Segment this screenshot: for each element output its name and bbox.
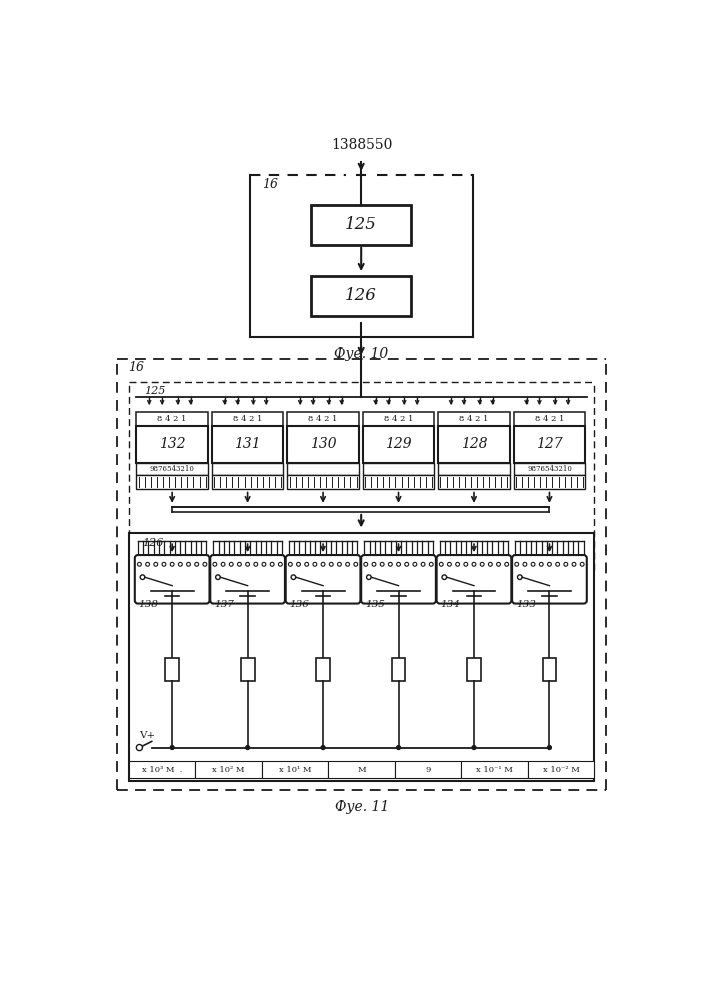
Bar bbox=[462, 761, 528, 778]
Bar bbox=[136, 412, 208, 426]
Text: x 10² М: x 10² М bbox=[212, 766, 245, 774]
Text: 9876543210: 9876543210 bbox=[527, 465, 572, 473]
Text: 8 4 2 1: 8 4 2 1 bbox=[460, 415, 489, 423]
Bar bbox=[240, 658, 255, 681]
Text: 9: 9 bbox=[426, 766, 431, 774]
Text: 136: 136 bbox=[290, 600, 310, 609]
Bar bbox=[514, 426, 585, 463]
Bar bbox=[287, 463, 359, 475]
Text: 8 4 2 1: 8 4 2 1 bbox=[384, 415, 413, 423]
Text: x 10⁻¹ М: x 10⁻¹ М bbox=[477, 766, 513, 774]
FancyBboxPatch shape bbox=[135, 555, 209, 604]
FancyBboxPatch shape bbox=[512, 555, 587, 604]
Text: Фуе. 11: Фуе. 11 bbox=[335, 800, 389, 814]
Bar bbox=[136, 426, 208, 463]
Bar bbox=[438, 426, 510, 463]
Bar bbox=[514, 463, 585, 475]
Text: М: М bbox=[357, 766, 366, 774]
Circle shape bbox=[321, 746, 325, 749]
Bar bbox=[514, 475, 585, 489]
Text: 130: 130 bbox=[310, 437, 337, 451]
Bar bbox=[287, 475, 359, 489]
Text: 126: 126 bbox=[345, 287, 377, 304]
Bar bbox=[165, 658, 179, 681]
Text: 8 4 2 1: 8 4 2 1 bbox=[158, 415, 187, 423]
Bar bbox=[392, 658, 405, 681]
Bar bbox=[195, 761, 262, 778]
Text: 8 4 2 1: 8 4 2 1 bbox=[308, 415, 338, 423]
Bar bbox=[212, 426, 284, 463]
Text: 138: 138 bbox=[139, 600, 158, 609]
Bar bbox=[136, 463, 208, 475]
Text: 126: 126 bbox=[143, 538, 164, 548]
Bar bbox=[395, 761, 462, 778]
Text: V+: V+ bbox=[139, 731, 155, 740]
Text: 129: 129 bbox=[385, 437, 412, 451]
Bar bbox=[262, 761, 328, 778]
Bar bbox=[542, 658, 556, 681]
Text: 127: 127 bbox=[536, 437, 563, 451]
Text: 125: 125 bbox=[144, 386, 165, 396]
Circle shape bbox=[246, 746, 250, 749]
Circle shape bbox=[547, 746, 551, 749]
Bar bbox=[363, 463, 434, 475]
FancyBboxPatch shape bbox=[361, 555, 436, 604]
Circle shape bbox=[472, 746, 476, 749]
Text: 8 4 2 1: 8 4 2 1 bbox=[233, 415, 262, 423]
FancyBboxPatch shape bbox=[286, 555, 361, 604]
Bar bbox=[467, 658, 481, 681]
Bar bbox=[438, 475, 510, 489]
Text: 135: 135 bbox=[365, 600, 385, 609]
Text: 134: 134 bbox=[440, 600, 460, 609]
Text: 16: 16 bbox=[262, 178, 278, 191]
Text: 16: 16 bbox=[128, 361, 144, 374]
Bar bbox=[287, 426, 359, 463]
Bar bbox=[311, 276, 411, 316]
Bar bbox=[129, 533, 595, 781]
Bar bbox=[514, 412, 585, 426]
Text: x 10¹ М: x 10¹ М bbox=[279, 766, 311, 774]
Circle shape bbox=[170, 746, 174, 749]
Bar bbox=[136, 475, 208, 489]
Text: x 10⁻² М: x 10⁻² М bbox=[543, 766, 580, 774]
FancyBboxPatch shape bbox=[210, 555, 285, 604]
Bar bbox=[212, 412, 284, 426]
Bar bbox=[438, 463, 510, 475]
Bar bbox=[287, 412, 359, 426]
Text: 9876543210: 9876543210 bbox=[150, 465, 194, 473]
FancyBboxPatch shape bbox=[437, 555, 511, 604]
Bar bbox=[363, 475, 434, 489]
Text: 131: 131 bbox=[234, 437, 261, 451]
Text: 125: 125 bbox=[345, 216, 377, 233]
Text: 8 4 2 1: 8 4 2 1 bbox=[534, 415, 564, 423]
Text: 1388550: 1388550 bbox=[332, 138, 392, 152]
Text: 137: 137 bbox=[214, 600, 234, 609]
Bar bbox=[212, 463, 284, 475]
Bar bbox=[311, 205, 411, 245]
Bar bbox=[363, 426, 434, 463]
Bar bbox=[363, 412, 434, 426]
Bar bbox=[212, 475, 284, 489]
Bar bbox=[328, 761, 395, 778]
Text: 128: 128 bbox=[461, 437, 487, 451]
Text: 133: 133 bbox=[516, 600, 536, 609]
Text: 132: 132 bbox=[159, 437, 185, 451]
Bar bbox=[316, 658, 330, 681]
Bar bbox=[528, 761, 595, 778]
Circle shape bbox=[397, 746, 400, 749]
Bar bbox=[438, 412, 510, 426]
Text: Фуе. 10: Фуе. 10 bbox=[334, 347, 388, 361]
Text: x 10³ М  .: x 10³ М . bbox=[141, 766, 182, 774]
Bar bbox=[129, 761, 195, 778]
